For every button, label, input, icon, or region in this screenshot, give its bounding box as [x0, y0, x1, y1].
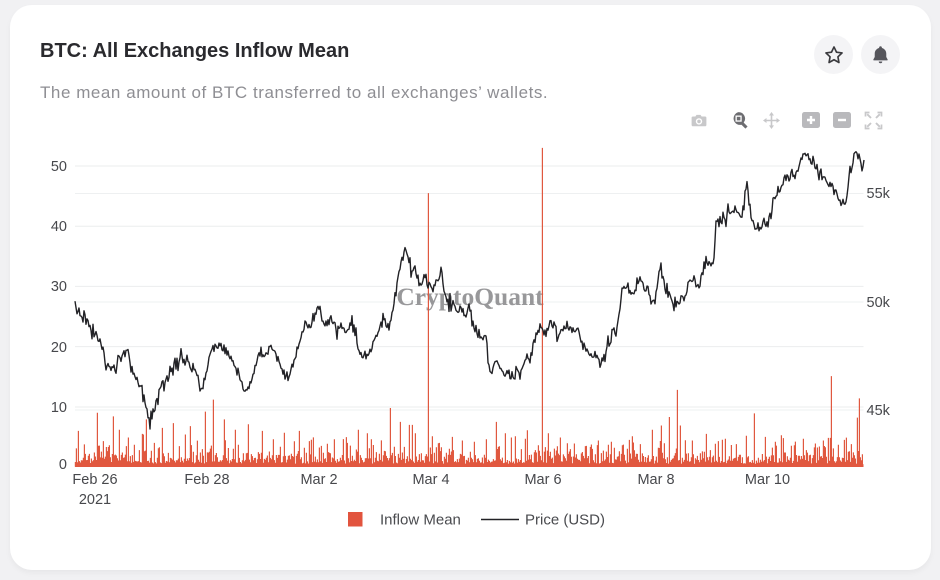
svg-text:30: 30 [51, 279, 67, 295]
svg-text:Mar 6: Mar 6 [524, 472, 561, 488]
svg-text:50k: 50k [867, 295, 891, 311]
svg-text:Mar 8: Mar 8 [637, 472, 674, 488]
svg-text:Price (USD): Price (USD) [525, 512, 605, 529]
svg-text:2021: 2021 [79, 492, 111, 508]
svg-text:Mar 4: Mar 4 [412, 472, 449, 488]
svg-text:Inflow Mean: Inflow Mean [380, 512, 461, 529]
svg-text:Mar 2: Mar 2 [300, 472, 337, 488]
svg-text:0: 0 [59, 457, 67, 473]
svg-text:Feb 26: Feb 26 [72, 472, 117, 488]
svg-text:Mar 10: Mar 10 [745, 472, 790, 488]
svg-text:50: 50 [51, 159, 67, 175]
svg-text:55k: 55k [867, 186, 891, 202]
svg-text:20: 20 [51, 340, 67, 356]
svg-text:45k: 45k [867, 403, 891, 419]
svg-text:10: 10 [51, 400, 67, 416]
svg-text:40: 40 [51, 219, 67, 235]
svg-text:CryptoQuant: CryptoQuant [396, 282, 544, 311]
svg-text:Feb 28: Feb 28 [184, 472, 229, 488]
